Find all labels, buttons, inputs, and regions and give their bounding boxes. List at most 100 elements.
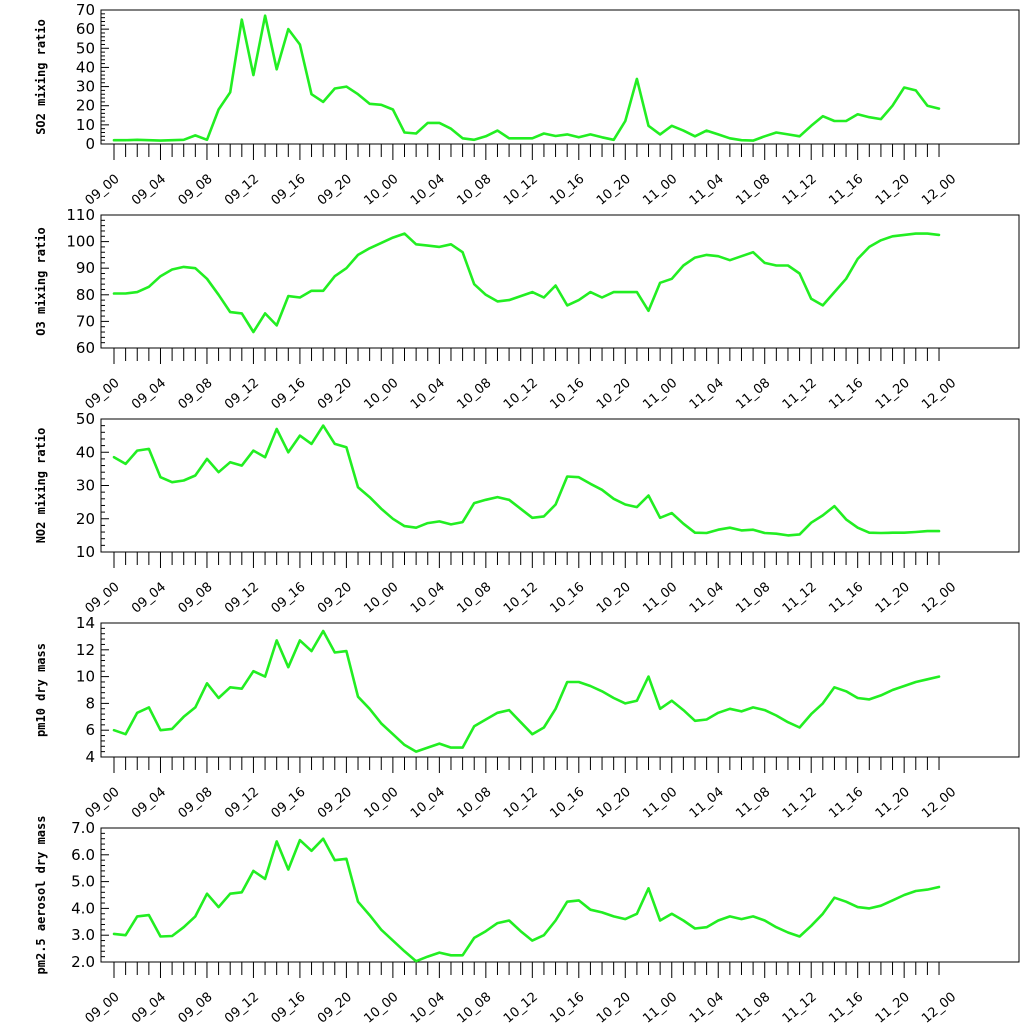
y-tick-label: 14 — [76, 614, 95, 632]
x-tick-label: 11_12 — [780, 580, 820, 617]
x-tick-label: 12_00 — [919, 785, 959, 822]
x-tick-label: 10_12 — [501, 785, 541, 822]
x-tick-label: 10_20 — [594, 785, 634, 822]
y-axis-label: pm2.5 aerosol dry mass — [34, 816, 48, 975]
x-tick-label: 11_20 — [873, 785, 913, 822]
x-tick-label: 10_00 — [361, 785, 401, 822]
x-tick-label: 10_20 — [594, 580, 634, 617]
x-tick-label: 10_20 — [594, 172, 634, 209]
x-tick-label: 10_12 — [501, 376, 541, 413]
y-tick-label: 20 — [76, 510, 95, 528]
x-tick-label: 11_08 — [733, 376, 773, 413]
y-tick-label: 30 — [76, 477, 95, 495]
x-tick-label: 12_00 — [919, 376, 959, 413]
x-tick-label: 10_00 — [361, 990, 401, 1024]
x-tick-label: 11_04 — [687, 785, 727, 822]
x-tick-label: 11_08 — [733, 580, 773, 617]
y-tick-label: 40 — [76, 443, 95, 461]
y-axis-label: NO2 mixing ratio — [34, 428, 48, 544]
x-tick-label: 10_04 — [408, 580, 448, 617]
x-tick-label: 09_20 — [315, 376, 355, 413]
y-tick-label: 2.0 — [71, 953, 95, 971]
x-tick-label: 09_16 — [269, 580, 309, 617]
x-tick-label: 12_00 — [919, 580, 959, 617]
x-tick-label: 10_16 — [547, 580, 587, 617]
x-tick-label: 09_08 — [176, 990, 216, 1024]
x-tick-label: 11_04 — [687, 990, 727, 1024]
y-tick-label: 4.0 — [71, 899, 95, 917]
x-tick-label: 09_04 — [129, 580, 169, 617]
x-tick-label: 09_00 — [83, 376, 123, 413]
y-tick-label: 4 — [85, 748, 95, 766]
x-tick-label: 11_00 — [640, 376, 680, 413]
x-tick-label: 10_12 — [501, 172, 541, 209]
x-tick-label: 09_16 — [269, 785, 309, 822]
x-tick-label: 09_12 — [222, 580, 262, 617]
x-tick-label: 11_16 — [826, 172, 866, 209]
y-tick-label: 110 — [66, 206, 95, 224]
x-tick-label: 10_08 — [454, 580, 494, 617]
x-tick-label: 11_12 — [780, 172, 820, 209]
x-tick-label: 09_20 — [315, 172, 355, 209]
y-tick-label: 70 — [76, 312, 95, 330]
x-tick-label: 11_12 — [780, 990, 820, 1024]
x-tick-label: 09_08 — [176, 785, 216, 822]
x-tick-label: 11_00 — [640, 785, 680, 822]
x-tick-label: 10_08 — [454, 990, 494, 1024]
x-tick-label: 12_00 — [919, 990, 959, 1024]
x-tick-label: 09_00 — [83, 785, 123, 822]
x-tick-label: 10_04 — [408, 172, 448, 209]
y-tick-label: 0 — [85, 135, 95, 153]
plot-frame-5 — [100, 827, 1020, 963]
y-tick-label: 3.0 — [71, 926, 95, 944]
series-line-3 — [112, 424, 941, 537]
x-tick-label: 10_08 — [454, 376, 494, 413]
y-axis-label: O3 mixing ratio — [34, 227, 48, 335]
x-tick-label: 11_00 — [640, 990, 680, 1024]
x-tick-label: 10_12 — [501, 580, 541, 617]
y-tick-label: 20 — [76, 97, 95, 115]
x-tick-label: 10_16 — [547, 172, 587, 209]
x-tick-label: 10_04 — [408, 785, 448, 822]
y-tick-label: 60 — [76, 20, 95, 38]
x-tick-label: 10_00 — [361, 376, 401, 413]
y-tick-label: 10 — [76, 543, 95, 561]
x-tick-label: 09_08 — [176, 172, 216, 209]
y-tick-label: 10 — [76, 668, 95, 686]
x-tick-label: 09_00 — [83, 990, 123, 1024]
x-tick-label: 11_08 — [733, 172, 773, 209]
y-tick-label: 10 — [76, 116, 95, 134]
x-tick-label: 09_00 — [83, 172, 123, 209]
x-tick-label: 11_08 — [733, 785, 773, 822]
x-tick-label: 10_00 — [361, 580, 401, 617]
x-tick-label: 11_00 — [640, 172, 680, 209]
x-tick-label: 11_20 — [873, 580, 913, 617]
x-tick-label: 09_20 — [315, 785, 355, 822]
x-tick-label: 09_04 — [129, 376, 169, 413]
y-tick-label: 80 — [76, 286, 95, 304]
x-tick-label: 11_04 — [687, 580, 727, 617]
x-tick-label: 09_16 — [269, 172, 309, 209]
y-tick-label: 6 — [85, 721, 95, 739]
x-tick-label: 11_04 — [687, 172, 727, 209]
x-tick-label: 10_16 — [547, 376, 587, 413]
x-tick-label: 09_04 — [129, 785, 169, 822]
series-line-5 — [112, 837, 941, 963]
series-line-1 — [112, 14, 941, 142]
x-tick-label: 09_08 — [176, 580, 216, 617]
x-tick-label: 11_16 — [826, 785, 866, 822]
x-tick-label: 09_12 — [222, 990, 262, 1024]
x-tick-label: 11_08 — [733, 990, 773, 1024]
x-tick-label: 09_20 — [315, 990, 355, 1024]
x-tick-label: 10_04 — [408, 990, 448, 1024]
y-axis-label: pm10 dry mass — [34, 643, 48, 737]
y-tick-label: 12 — [76, 641, 95, 659]
x-tick-label: 10_16 — [547, 990, 587, 1024]
x-tick-label: 10_20 — [594, 990, 634, 1024]
x-tick-label: 10_08 — [454, 785, 494, 822]
y-tick-label: 90 — [76, 259, 95, 277]
x-tick-label: 10_20 — [594, 376, 634, 413]
y-tick-label: 7.0 — [71, 819, 95, 837]
